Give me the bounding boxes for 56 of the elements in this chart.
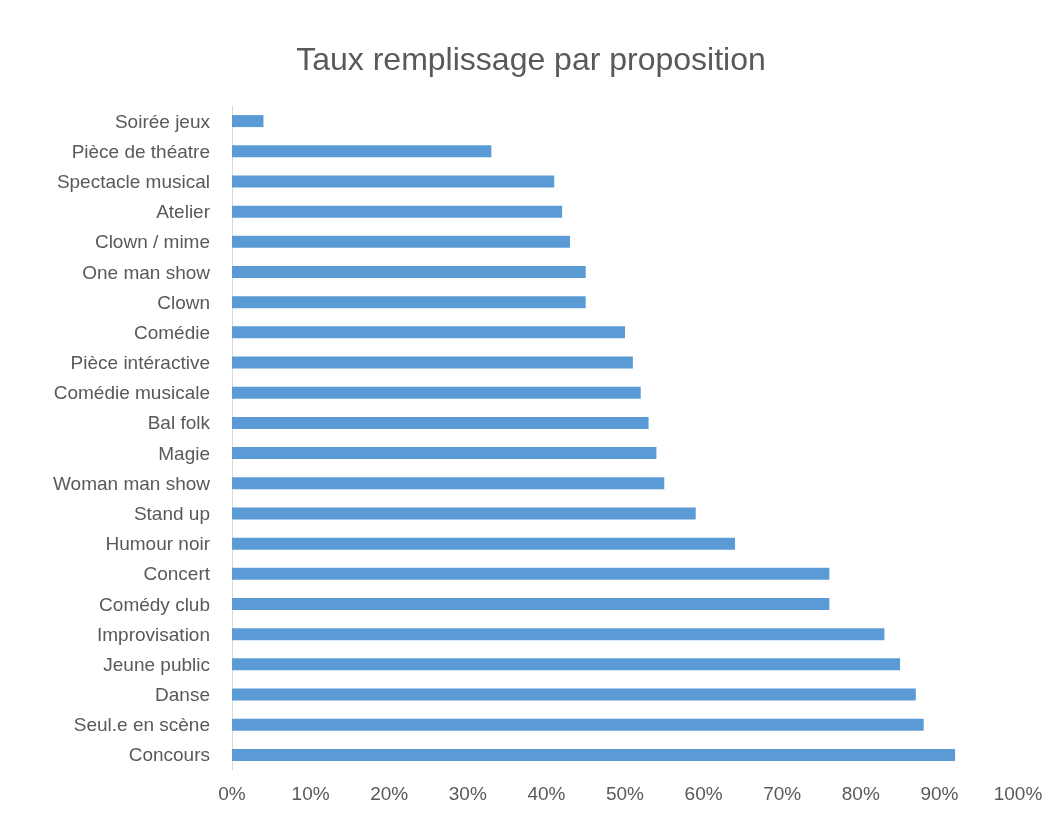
bar [232,598,830,610]
x-tick-label: 20% [370,783,409,804]
bar [232,356,633,369]
bar [232,386,641,399]
y-tick-label: Atelier [156,201,211,223]
bar [232,477,665,490]
bar [232,145,492,158]
y-tick-label: Stand up [133,502,210,524]
y-tick-label: Jeune public [103,653,210,675]
y-tick-label: Clown / mime [94,231,210,253]
bar [232,266,586,278]
bar [232,115,264,128]
x-tick-label: 30% [448,783,487,804]
bar [232,205,563,218]
y-tick-label: Comédie [133,321,210,343]
x-tick-label: 70% [763,783,802,804]
bar [232,628,885,641]
y-tick-label: Woman man show [53,472,211,494]
bar [232,416,649,429]
x-tick-label: 90% [920,783,959,804]
x-tick-label: 80% [841,783,880,804]
x-tick-label: 100% [993,783,1043,804]
y-tick-label: Seul.e en scène [73,714,210,736]
y-tick-label: Danse [155,684,210,706]
x-tick-label: 50% [605,783,645,804]
chart-title: Taux remplissage par proposition [296,41,766,77]
y-tick-label: Bal folk [147,412,211,434]
y-tick-label: Magie [158,442,210,464]
bar [232,537,736,550]
bar [232,326,625,339]
bar [232,507,696,520]
bar [232,748,956,761]
bar [232,296,586,309]
bar [232,235,570,248]
y-tick-label: Pièce intéractive [70,352,210,374]
y-tick-label: One man show [82,261,211,283]
bar [232,447,657,460]
y-tick-label: Spectacle musical [56,170,210,192]
y-tick-label: Concours [128,744,210,766]
y-tick-label: Soirée jeux [114,110,211,132]
y-tick-label: Pièce de théatre [71,140,210,162]
y-tick-label: Humour noir [105,533,211,555]
y-tick-label: Concert [143,563,211,585]
bar [232,688,916,701]
x-tick-label: 10% [291,783,330,804]
y-tick-label: Improvisation [97,623,210,645]
x-tick-label: 0% [218,783,246,804]
bar [232,567,830,580]
y-tick-label: Comédie musicale [53,382,210,404]
bar [232,175,555,188]
y-tick-label: Clown [157,291,210,313]
y-tick-label: Comédy club [99,593,210,615]
x-tick-label: 60% [684,783,723,804]
bar [232,718,924,731]
bar [232,658,901,671]
x-tick-label: 40% [527,783,566,804]
